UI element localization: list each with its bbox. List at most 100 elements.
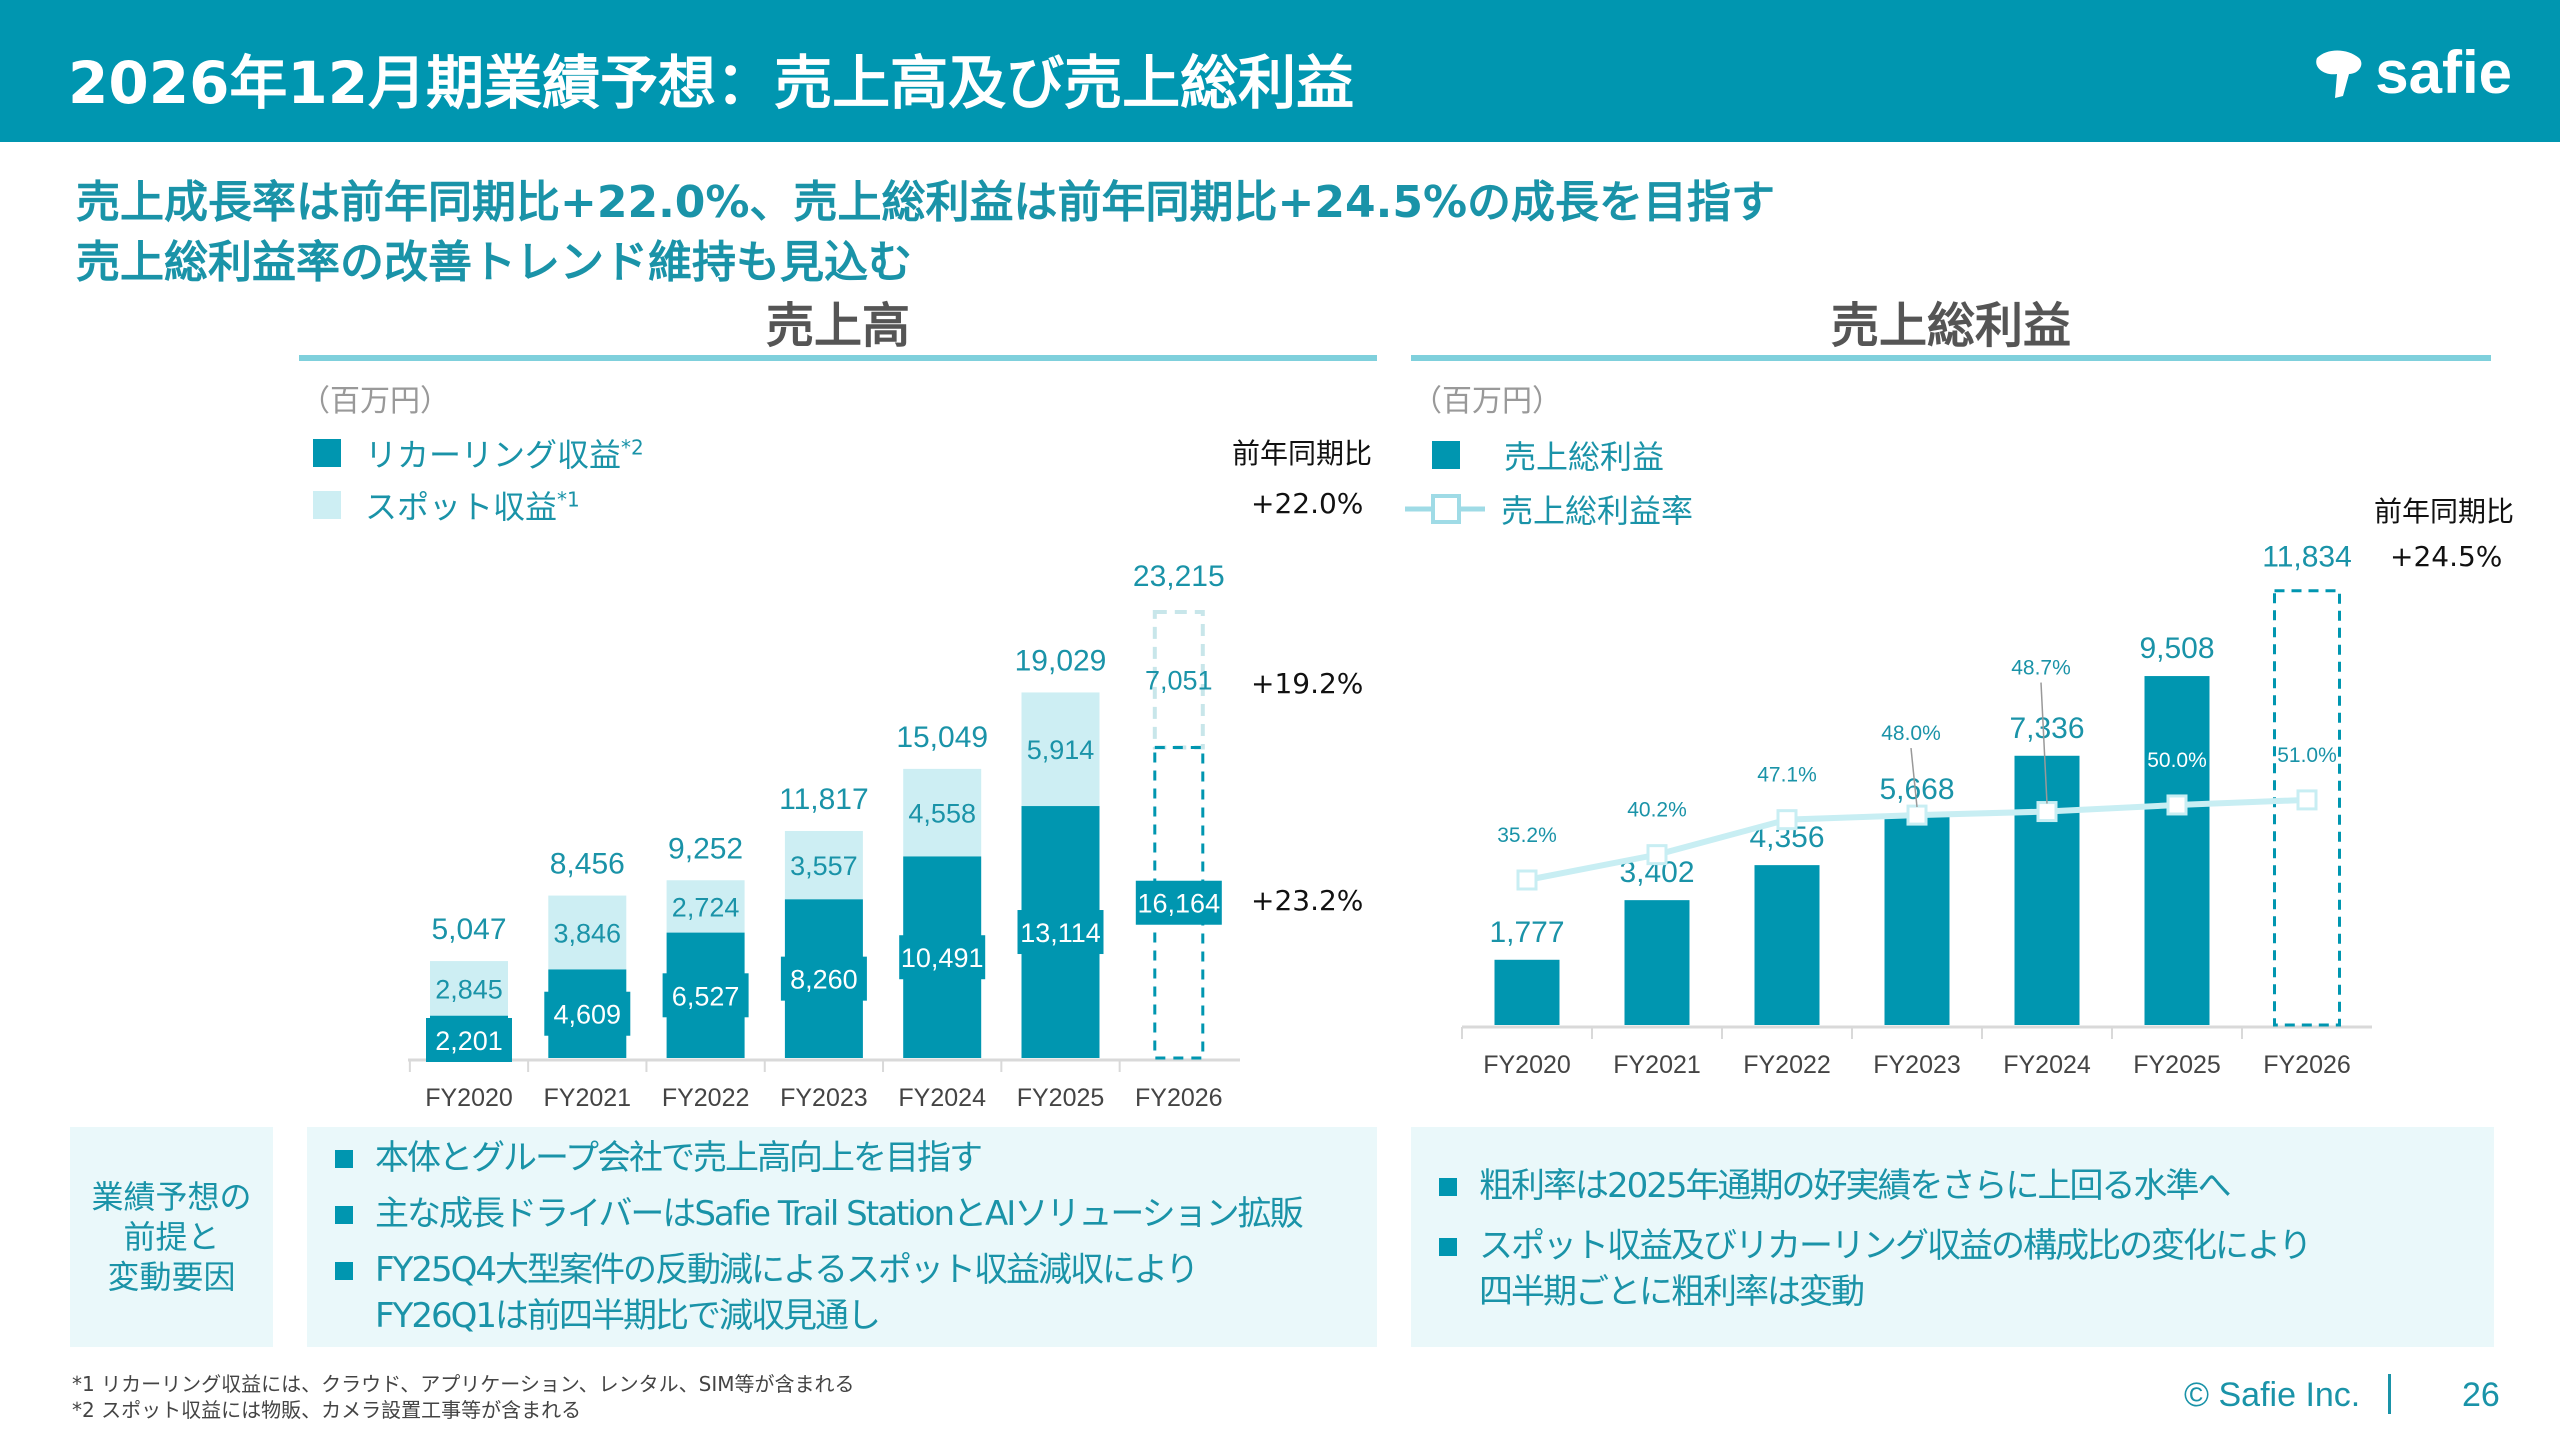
bullet-square-icon (335, 1262, 353, 1280)
total-value-label: 9,252 (668, 832, 743, 865)
revenue-bullet-3-line-1: FY25Q4大型案件の反動減によるスポット収益減収により (375, 1250, 1199, 1290)
revenue-yoy-recurring: +23.2% (1251, 884, 1364, 917)
revenue-bullet-3: FY25Q4大型案件の反動減によるスポット収益減収により FY26Q1は前四半期比… (335, 1247, 1365, 1339)
margin-value-label: 40.2% (1627, 799, 1687, 822)
recurring-value-label: 4,609 (554, 1000, 622, 1030)
spot-bar (666, 880, 745, 933)
margin-value-label: 35.2% (1497, 824, 1557, 847)
assumptions-label-1: 業績予想の (91, 1178, 252, 1216)
logo-text: safie (2375, 39, 2512, 106)
profit-bullet-2-line-1: スポット収益及びリカーリング収益の構成比の変化により (1479, 1226, 2312, 1266)
revenue-yoy-spot: +19.2% (1251, 667, 1364, 700)
profit-unit-label: （百万円） (1412, 384, 1562, 419)
footnote-1: *1 リカーリング収益には、クラウド、アプリケーション、レンタル、SIM等が含ま… (72, 1372, 855, 1396)
page-number: 26 (2462, 1376, 2500, 1414)
assumptions-label-box: 業績予想の 前提と 変動要因 (70, 1127, 273, 1347)
safie-bird-icon (2316, 50, 2362, 98)
bullet-square-icon (1439, 1178, 1457, 1196)
gross-profit-bar-forecast (2273, 589, 2341, 1027)
legend-recurring: リカーリング収益*2 (313, 430, 644, 476)
margin-leader-line (1910, 748, 1918, 808)
legend-gross-profit: 売上総利益 (1432, 432, 1664, 478)
margin-value-label: 48.0% (1881, 722, 1941, 745)
profit-section-title: 売上総利益 (1830, 298, 2071, 354)
margin-value-label: 47.1% (1757, 764, 1817, 787)
spot-value-label: 4,558 (908, 799, 976, 829)
spot-bar (1021, 692, 1100, 807)
gross-profit-bar (1754, 865, 1820, 1025)
gross-profit-value-label: 9,508 (2139, 632, 2214, 665)
x-tick-label: FY2022 (1743, 1051, 1831, 1079)
gross-profit-bar (1884, 816, 1950, 1025)
gross-profit-swatch (1432, 441, 1460, 469)
legend-gross-profit-label: 売上総利益 (1504, 438, 1665, 476)
header-bar (0, 0, 2560, 142)
revenue-title-underline (299, 355, 1377, 361)
spot-value-label: 3,846 (554, 919, 622, 949)
spot-value-label: 2,724 (672, 892, 740, 922)
safie-logo: safie (2309, 38, 2512, 107)
profit-bullet-2: スポット収益及びリカーリング収益の構成比の変化により 四半期ごとに粗利率は変動 (1439, 1223, 2482, 1315)
revenue-bullet-1-text: 本体とグループ会社で売上高向上を目指す (375, 1138, 983, 1178)
spot-bar (430, 961, 508, 1016)
recurring-label-box (544, 991, 631, 1036)
gross-profit-value-label: 11,834 (2262, 541, 2352, 574)
legend-spot-label: スポット収益 (365, 488, 558, 526)
recurring-swatch (313, 439, 341, 467)
legend-spot-note: *1 (557, 487, 580, 512)
spot-bar (784, 830, 863, 900)
spot-value-label: 5,914 (1027, 735, 1095, 765)
x-tick-label: FY2022 (662, 1084, 750, 1112)
total-value-label: 8,456 (550, 848, 625, 881)
recurring-label-box (899, 935, 986, 980)
x-tick-label: FY2024 (898, 1084, 986, 1112)
margin-marker (1776, 809, 1798, 831)
recurring-value-label: 8,260 (790, 965, 858, 995)
gross-profit-value-label: 7,336 (2009, 712, 2084, 745)
revenue-bullet-1: 本体とグループ会社で売上高向上を目指す (335, 1135, 1365, 1181)
margin-marker (2166, 794, 2188, 816)
revenue-yoy-header: 前年同期比 (1232, 437, 1373, 470)
recurring-value-label: 6,527 (672, 981, 740, 1011)
recurring-label-box (780, 956, 867, 1001)
profit-title-underline (1411, 355, 2491, 361)
profit-yoy-header: 前年同期比 (2374, 495, 2515, 528)
revenue-assumptions-box: 本体とグループ会社で売上高向上を目指す 主な成長ドライバーはSafie Trai… (307, 1127, 1377, 1347)
spot-bar (548, 895, 627, 970)
total-value-label: 15,049 (896, 721, 988, 754)
bullet-square-icon (1439, 1238, 1457, 1256)
footnote-2: *2 スポット収益には物販、カメラ設置工事等が含まれる (72, 1398, 582, 1422)
revenue-unit-label: （百万円） (300, 384, 450, 419)
profit-bullet-1: 粗利率は2025年通期の好実績をさらに上回る水準へ (1439, 1163, 2482, 1209)
profit-assumptions-box: 粗利率は2025年通期の好実績をさらに上回る水準へ スポット収益及びリカーリング… (1411, 1127, 2494, 1347)
gross-profit-chart: 1,777FY20203,402FY20214,356FY20225,668FY… (1461, 541, 2372, 1079)
margin-value-label: 51.0% (2277, 744, 2337, 767)
x-tick-label: FY2026 (2263, 1051, 2351, 1079)
page-title: 2026年12月期業績予想：売上高及び売上総利益 (68, 49, 1355, 117)
revenue-chart: 2,201 2,845 5,047 FY2020 4,609 3,846 8,456 FY20… (408, 560, 1240, 1112)
revenue-yoy-total: +22.0% (1251, 487, 1364, 520)
margin-marker (1906, 804, 1928, 826)
copyright: © Safie Inc. (2184, 1376, 2361, 1414)
gross-profit-value-label: 1,777 (1489, 916, 1564, 949)
revenue-bullet-2: 主な成長ドライバーはSafie Trail StationとAIソリューション拡… (335, 1191, 1365, 1237)
margin-value-label: 48.7% (2011, 657, 2071, 680)
profit-bullet-2-line-2: 四半期ごとに粗利率は変動 (1479, 1272, 1865, 1312)
total-value-label: 11,817 (779, 783, 869, 816)
headline-line-2: 売上総利益率の改善トレンド維持も見込む (76, 237, 912, 288)
margin-line-swatch-icon (1405, 494, 1485, 524)
assumptions-label-3: 変動要因 (107, 1258, 236, 1296)
recurring-label-box (662, 973, 749, 1018)
recurring-value-label: 2,201 (435, 1026, 503, 1056)
revenue-bullet-3-line-2: FY26Q1は前四半期比で減収見通し (375, 1296, 881, 1336)
spot-value-label: 2,845 (435, 974, 503, 1004)
recurring-label-box (1135, 880, 1222, 925)
total-value-label: 5,047 (431, 913, 506, 946)
margin-value-label: 50.0% (2147, 749, 2207, 772)
profit-yoy: +24.5% (2390, 540, 2503, 573)
x-tick-label: FY2021 (544, 1084, 632, 1112)
spot-value-label: 3,557 (790, 851, 858, 881)
legend-margin: 売上総利益率 (1405, 486, 1693, 532)
total-value-label: 19,029 (1015, 644, 1107, 677)
x-tick-label: FY2023 (1873, 1051, 1961, 1079)
